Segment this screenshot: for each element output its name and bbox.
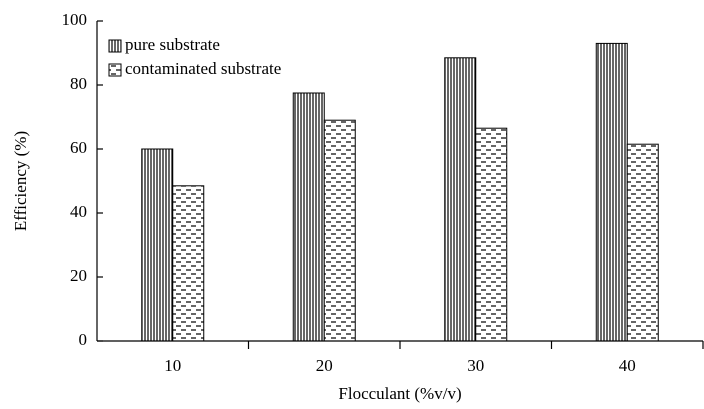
bar [595,42,628,342]
bar [292,92,325,342]
y-tick-label: 100 [62,10,88,29]
bar [141,148,174,342]
y-axis-label: Efficiency (%) [11,131,30,231]
x-tick-label: 10 [164,356,181,375]
bar [475,127,508,342]
y-tick-label: 60 [70,138,87,157]
y-tick-label: 40 [70,202,87,221]
legend-swatch [108,63,122,77]
bar [323,119,356,342]
bar [626,143,659,342]
legend-swatch [108,39,122,53]
bar [172,185,205,342]
x-tick-label: 20 [316,356,333,375]
x-tick-label: 30 [467,356,484,375]
x-tick-label: 40 [619,356,636,375]
y-tick-label: 0 [79,330,88,349]
x-axis-label: Flocculant (%v/v) [338,384,461,403]
y-tick-label: 80 [70,74,87,93]
bar [444,57,477,342]
legend-label: contaminated substrate [125,59,281,78]
y-tick-label: 20 [70,266,87,285]
legend-label: pure substrate [125,35,220,54]
